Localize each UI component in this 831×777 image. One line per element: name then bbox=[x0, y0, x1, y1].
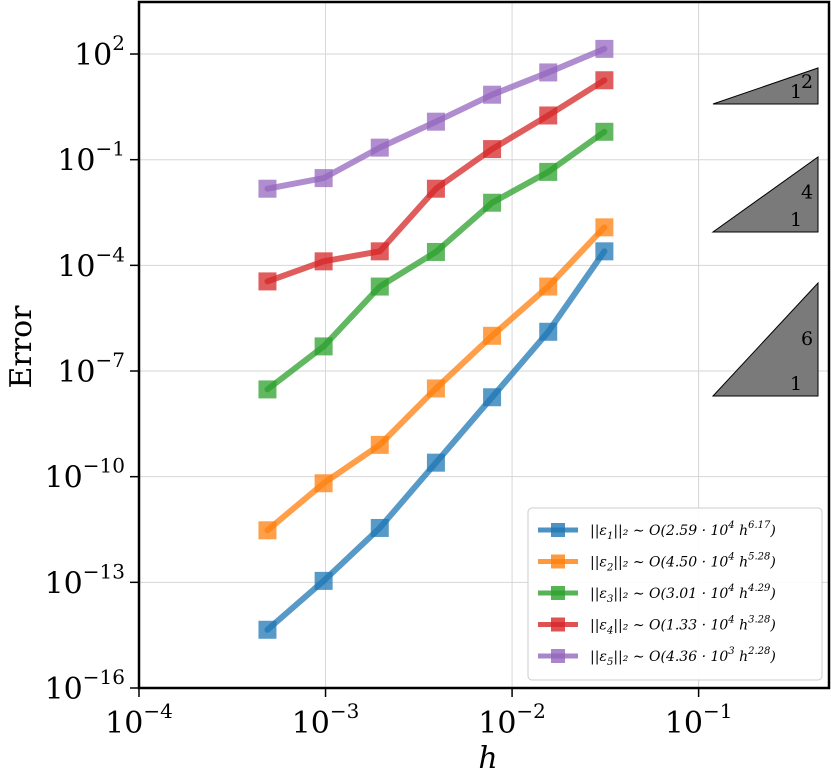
data-point-marker bbox=[539, 277, 558, 296]
legend-label: ||ε3||₂ ∼ O(3.01 · 104 h4.29) bbox=[590, 583, 776, 605]
legend-box bbox=[527, 507, 823, 681]
legend-entry: ||ε3||₂ ∼ O(3.01 · 104 h4.29) bbox=[538, 583, 776, 605]
y-tick-label: 10−13 bbox=[45, 559, 125, 601]
slope-triangle bbox=[711, 156, 819, 233]
series-4 bbox=[258, 71, 614, 291]
data-point-marker bbox=[258, 272, 277, 291]
slope-run-label: 1 bbox=[790, 209, 802, 231]
slope-rise-label: 6 bbox=[801, 328, 813, 350]
legend-entry: ||ε1||₂ ∼ O(2.59 · 104 h6.17) bbox=[538, 520, 776, 542]
data-point-marker bbox=[595, 122, 614, 141]
legend-label: ||ε2||₂ ∼ O(4.50 · 104 h5.28) bbox=[590, 552, 776, 574]
legend-swatch-marker bbox=[551, 649, 565, 663]
data-point-marker bbox=[539, 63, 558, 82]
data-point-marker bbox=[539, 322, 558, 341]
y-tick-label: 10−10 bbox=[45, 454, 125, 496]
data-point-marker bbox=[314, 252, 333, 271]
data-point-marker bbox=[595, 242, 614, 261]
data-point-marker bbox=[370, 518, 389, 537]
legend-entry: ||ε5||₂ ∼ O(4.36 · 103 h2.28) bbox=[538, 646, 776, 668]
legend: ||ε1||₂ ∼ O(2.59 · 104 h6.17) ||ε2||₂ ∼ O… bbox=[527, 507, 823, 681]
plot-frame bbox=[137, 0, 831, 690]
data-point-marker bbox=[426, 242, 445, 261]
data-point-marker bbox=[426, 453, 445, 472]
x-tick-label: 10−1 bbox=[665, 699, 733, 741]
legend-swatch-marker bbox=[551, 523, 565, 537]
y-tick-label: 10−16 bbox=[45, 665, 125, 707]
data-point-marker bbox=[483, 85, 502, 104]
data-point-marker bbox=[370, 435, 389, 454]
data-point-marker bbox=[258, 521, 277, 540]
series-1 bbox=[258, 242, 614, 639]
y-tick-label: 10−1 bbox=[57, 137, 125, 179]
y-axis-label: Error bbox=[4, 305, 39, 389]
x-tick-label: 10−4 bbox=[105, 699, 173, 741]
data-point-marker bbox=[483, 388, 502, 407]
data-point-marker bbox=[258, 620, 277, 639]
data-point-marker bbox=[314, 571, 333, 590]
data-point-marker bbox=[595, 71, 614, 90]
data-series bbox=[258, 39, 614, 639]
slope-rise-label: 4 bbox=[801, 181, 813, 203]
data-point-marker bbox=[539, 106, 558, 125]
data-point-marker bbox=[258, 380, 277, 399]
data-point-marker bbox=[258, 179, 277, 198]
y-tick-label: 102 bbox=[74, 31, 125, 73]
slope-rise-label: 2 bbox=[801, 71, 813, 93]
x-tick-label: 10−3 bbox=[292, 699, 360, 741]
data-point-marker bbox=[483, 193, 502, 212]
slope-triangle bbox=[712, 67, 819, 105]
legend-label: ||ε1||₂ ∼ O(2.59 · 104 h6.17) bbox=[590, 520, 776, 542]
data-point-marker bbox=[370, 242, 389, 261]
y-tick-label: 10−4 bbox=[57, 242, 125, 284]
legend-label: ||ε5||₂ ∼ O(4.36 · 103 h2.28) bbox=[590, 646, 776, 668]
data-point-marker bbox=[483, 326, 502, 345]
axis-ticks: 10−4 10−3 10−2 10−1 10−16 10−13 10−10 10−7 10−4 1… bbox=[45, 31, 733, 741]
data-point-marker bbox=[314, 474, 333, 493]
x-tick-label: 10−2 bbox=[478, 699, 546, 741]
legend-entry: ||ε4||₂ ∼ O(1.33 · 104 h3.28) bbox=[538, 615, 776, 637]
slope-triangle bbox=[711, 281, 819, 397]
legend-entry: ||ε2||₂ ∼ O(4.50 · 104 h5.28) bbox=[538, 552, 776, 574]
data-point-marker bbox=[426, 112, 445, 131]
data-point-marker bbox=[314, 169, 333, 188]
data-point-marker bbox=[370, 277, 389, 296]
data-point-marker bbox=[539, 162, 558, 181]
slope-run-label: 1 bbox=[790, 81, 802, 103]
series-5 bbox=[258, 39, 614, 198]
grid-lines bbox=[139, 2, 829, 688]
series-3 bbox=[258, 122, 614, 399]
data-point-marker bbox=[426, 179, 445, 198]
data-point-marker bbox=[370, 138, 389, 157]
legend-swatch-marker bbox=[551, 554, 565, 569]
y-tick-label: 10−7 bbox=[57, 348, 125, 390]
data-point-marker bbox=[426, 379, 445, 398]
data-point-marker bbox=[595, 39, 614, 58]
x-axis-label: h bbox=[478, 741, 497, 776]
data-point-marker bbox=[483, 140, 502, 159]
data-point-marker bbox=[314, 337, 333, 356]
series-2 bbox=[258, 218, 614, 540]
legend-swatch-marker bbox=[551, 617, 565, 632]
legend-swatch-marker bbox=[551, 586, 565, 600]
data-point-marker bbox=[595, 218, 614, 237]
legend-label: ||ε4||₂ ∼ O(1.33 · 104 h3.28) bbox=[590, 615, 776, 637]
slope-run-label: 1 bbox=[790, 373, 802, 395]
